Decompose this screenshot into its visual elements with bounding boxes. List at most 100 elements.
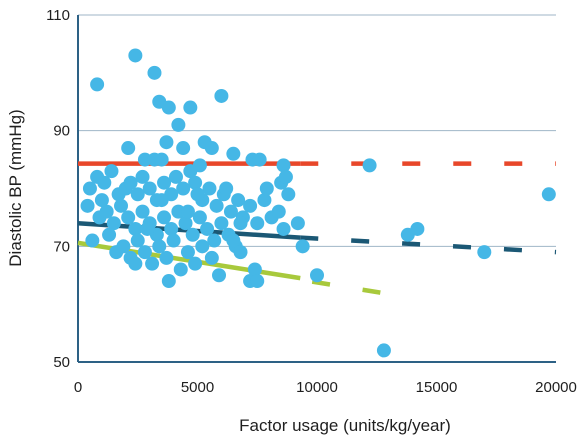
data-point-19 — [276, 158, 291, 173]
data-point-27 — [123, 175, 138, 190]
data-point-51 — [281, 187, 296, 202]
data-point-35 — [176, 181, 191, 196]
y-tick-label-50: 50 — [53, 354, 70, 371]
data-point-34 — [168, 169, 183, 184]
x-tick-label-0: 0 — [74, 379, 82, 396]
x-tick-label-20000: 20000 — [535, 379, 577, 396]
data-point-64 — [164, 221, 179, 236]
data-point-101 — [362, 158, 377, 173]
data-point-58 — [121, 210, 136, 225]
data-point-96 — [161, 274, 176, 289]
data-point-98 — [290, 216, 305, 231]
data-point-70 — [207, 233, 222, 248]
data-point-113 — [190, 187, 205, 202]
data-point-104 — [376, 343, 391, 358]
data-point-111 — [219, 181, 234, 196]
y-tick-label-110: 110 — [46, 7, 70, 24]
trend-line-green_line-dashed — [311, 279, 413, 301]
data-point-115 — [140, 221, 155, 236]
data-point-59 — [128, 221, 143, 236]
data-point-66 — [178, 216, 193, 231]
data-point-50 — [276, 221, 291, 236]
data-point-32 — [157, 175, 172, 190]
data-point-24 — [104, 164, 119, 179]
data-point-74 — [85, 233, 100, 248]
data-point-83 — [159, 250, 174, 265]
data-point-112 — [94, 193, 109, 208]
data-point-29 — [135, 169, 150, 184]
data-point-2 — [147, 65, 162, 80]
data-point-57 — [114, 198, 129, 213]
data-point-45 — [243, 198, 258, 213]
data-point-39 — [202, 181, 217, 196]
data-point-28 — [130, 187, 145, 202]
data-point-69 — [200, 221, 215, 236]
data-point-13 — [226, 146, 241, 161]
data-point-109 — [154, 193, 169, 208]
trend-line-navy_line-dashed — [300, 235, 557, 255]
data-point-30 — [142, 181, 157, 196]
data-point-60 — [135, 204, 150, 219]
data-point-107 — [278, 169, 293, 184]
data-point-88 — [195, 239, 210, 254]
data-point-1 — [128, 48, 143, 63]
data-point-21 — [82, 181, 97, 196]
data-point-79 — [130, 233, 145, 248]
data-point-0 — [90, 77, 105, 92]
data-point-10 — [204, 141, 219, 156]
y-tick-label-70: 70 — [53, 238, 70, 255]
data-points — [80, 48, 556, 358]
data-point-43 — [231, 193, 246, 208]
x-axis-title: Factor usage (units/kg/year) — [239, 416, 451, 435]
data-point-100 — [310, 268, 324, 283]
data-point-40 — [209, 198, 224, 213]
data-point-85 — [173, 262, 188, 277]
data-point-95 — [250, 274, 265, 289]
data-point-110 — [180, 204, 195, 219]
data-point-81 — [145, 256, 160, 271]
data-point-63 — [157, 210, 172, 225]
data-point-106 — [541, 187, 556, 202]
data-point-71 — [214, 216, 229, 231]
x-tick-label-5000: 5000 — [181, 379, 214, 396]
data-point-49 — [271, 204, 286, 219]
tick-labels: 50 70 90 110 0 5000 10000 15000 20000 — [46, 7, 577, 396]
data-point-92 — [233, 245, 248, 260]
data-point-91 — [226, 233, 241, 248]
data-point-12 — [176, 141, 191, 156]
data-point-75 — [102, 227, 117, 242]
data-point-87 — [188, 256, 203, 271]
data-point-103 — [410, 221, 425, 236]
y-axis-title: Diastolic BP (mmHg) — [6, 109, 25, 266]
data-point-8 — [159, 135, 174, 150]
data-point-42 — [223, 204, 238, 219]
data-point-47 — [257, 193, 272, 208]
data-point-6 — [214, 88, 229, 103]
data-point-18 — [154, 152, 169, 167]
data-point-15 — [252, 152, 267, 167]
data-point-36 — [183, 164, 198, 179]
data-point-94 — [247, 262, 262, 277]
axes — [77, 15, 556, 363]
data-point-90 — [212, 268, 227, 283]
data-point-97 — [128, 256, 143, 271]
data-point-82 — [152, 239, 167, 254]
data-point-37 — [188, 175, 203, 190]
data-point-77 — [116, 239, 131, 254]
x-tick-label-10000: 10000 — [296, 379, 338, 396]
data-point-80 — [137, 245, 152, 260]
data-point-56 — [106, 216, 121, 231]
data-point-5 — [183, 100, 198, 115]
data-point-23 — [97, 175, 112, 190]
data-point-105 — [477, 245, 492, 260]
data-point-114 — [233, 216, 248, 231]
data-point-89 — [204, 250, 219, 265]
data-point-84 — [166, 233, 181, 248]
grid-lines — [78, 14, 556, 247]
y-tick-label-90: 90 — [53, 123, 70, 140]
data-point-7 — [171, 117, 186, 132]
data-point-68 — [192, 210, 207, 225]
data-point-46 — [250, 216, 265, 231]
